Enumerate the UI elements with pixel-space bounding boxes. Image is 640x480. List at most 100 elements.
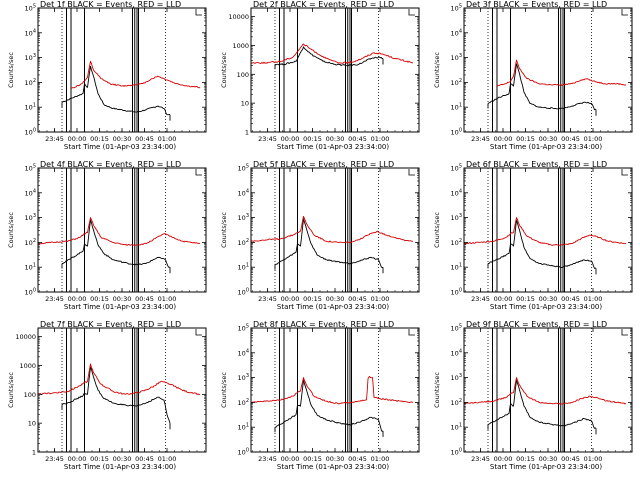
y-tick-label: 10000 [15, 333, 36, 341]
events-series-line [61, 65, 171, 121]
y-tick-label: 102 [25, 78, 36, 87]
y-tick-label: 100 [451, 128, 462, 137]
y-tick-label: 105 [238, 324, 249, 333]
y-axis-label: Counts/sec [7, 52, 15, 88]
events-series-line [487, 379, 597, 435]
y-tick-label: 103 [451, 373, 462, 382]
x-tick-label: 00:00 [281, 455, 300, 463]
events-series-line [61, 366, 171, 430]
y-tick-label: 104 [238, 188, 249, 197]
x-tick-label: 00:00 [68, 455, 87, 463]
y-tick-label: 103 [25, 53, 36, 62]
y-axis-label: Counts/sec [220, 52, 228, 88]
x-tick-label: 00:30 [326, 295, 345, 303]
y-tick-label: 101 [25, 263, 36, 272]
plot-frame [463, 167, 633, 293]
x-tick-label: 00:15 [303, 455, 322, 463]
x-tick-label: 23:45 [471, 295, 490, 303]
panel-title: Det 4f BLACK = Events, RED = LLD [40, 160, 181, 169]
y-tick-label: 100 [238, 448, 249, 457]
y-tick-label: 101 [451, 263, 462, 272]
x-tick-label: 01:00 [158, 455, 177, 463]
detector-panel-3: Det 3f BLACK = Events, RED = LLD 100 101 10… [433, 0, 633, 151]
x-tick-label: 01:00 [371, 295, 390, 303]
x-tick-label: 00:30 [326, 455, 345, 463]
legend-marker [621, 169, 628, 176]
y-tick-label: 100 [25, 128, 36, 137]
y-tick-label: 103 [25, 213, 36, 222]
y-axis-label: Counts/sec [433, 212, 441, 248]
legend-marker [195, 9, 202, 16]
x-tick-label: 23:45 [258, 455, 277, 463]
events-series-line [487, 219, 597, 275]
detector-panel-6: Det 6f BLACK = Events, RED = LLD 100 101 10… [433, 160, 633, 311]
panel-title: Det 1f BLACK = Events, RED = LLD [40, 0, 181, 9]
detector-panel-7: Det 7f BLACK = Events, RED = LLD 1 10 100 10… [7, 320, 207, 471]
x-tick-label: 00:15 [516, 295, 535, 303]
y-tick-label: 100 [238, 288, 249, 297]
y-axis-label: Counts/sec [220, 212, 228, 248]
y-axis-label: Counts/sec [433, 372, 441, 408]
lld-series-line [250, 43, 413, 64]
x-tick-label: 00:45 [135, 455, 154, 463]
plot-frame [250, 167, 420, 293]
x-tick-label: 00:30 [113, 135, 132, 143]
x-tick-label: 00:45 [135, 135, 154, 143]
events-series-line [61, 219, 171, 274]
legend-marker [195, 329, 202, 336]
events-series-line [487, 63, 597, 116]
x-tick-label: 00:15 [303, 135, 322, 143]
x-tick-label: 01:00 [158, 295, 177, 303]
y-tick-label: 105 [451, 324, 462, 333]
detector-panel-9: Det 9f BLACK = Events, RED = LLD 100 101 10… [433, 320, 633, 471]
x-tick-label: 00:15 [516, 135, 535, 143]
panel-title: Det 5f BLACK = Events, RED = LLD [253, 160, 394, 169]
x-tick-label: 00:15 [90, 455, 109, 463]
x-tick-label: 00:15 [90, 295, 109, 303]
y-tick-label: 100 [451, 288, 462, 297]
y-tick-label: 104 [25, 28, 36, 37]
y-tick-label: 105 [25, 4, 36, 13]
y-tick-label: 101 [451, 423, 462, 432]
x-tick-label: 00:45 [561, 135, 580, 143]
y-tick-label: 1 [32, 449, 36, 457]
x-tick-label: 00:00 [494, 135, 513, 143]
x-tick-label: 23:45 [258, 295, 277, 303]
legend-marker [621, 329, 628, 336]
x-tick-label: 00:30 [113, 455, 132, 463]
plot-frame [250, 327, 420, 453]
x-tick-label: 00:00 [281, 135, 300, 143]
plot-frame [37, 7, 207, 133]
x-tick-label: 00:30 [539, 295, 558, 303]
x-tick-label: 01:00 [371, 135, 390, 143]
x-tick-label: 01:00 [584, 135, 603, 143]
x-tick-label: 00:00 [494, 295, 513, 303]
y-axis-label: Counts/sec [7, 212, 15, 248]
y-tick-label: 100 [451, 448, 462, 457]
x-tick-label: 00:30 [539, 135, 558, 143]
lld-series-line [37, 363, 201, 396]
x-tick-label: 23:45 [471, 455, 490, 463]
x-tick-label: 00:15 [90, 135, 109, 143]
x-tick-label: 01:00 [584, 455, 603, 463]
plot-frame [37, 327, 207, 453]
panel-title: Det 3f BLACK = Events, RED = LLD [466, 0, 607, 9]
plot-frame [37, 167, 207, 293]
lld-series-line [70, 60, 201, 89]
x-tick-label: 00:00 [281, 295, 300, 303]
x-tick-label: 23:45 [45, 135, 64, 143]
y-tick-label: 104 [451, 188, 462, 197]
y-tick-label: 101 [238, 263, 249, 272]
y-tick-label: 103 [238, 213, 249, 222]
y-axis-label: Counts/sec [433, 52, 441, 88]
y-tick-label: 10 [28, 420, 36, 428]
detector-panel-8: Det 8f BLACK = Events, RED = LLD 100 101 10… [220, 320, 420, 471]
x-tick-label: 00:45 [561, 295, 580, 303]
y-tick-label: 10000 [228, 13, 249, 21]
legend-marker [408, 169, 415, 176]
y-tick-label: 102 [451, 398, 462, 407]
panel-title: Det 6f BLACK = Events, RED = LLD [466, 160, 607, 169]
x-tick-label: 00:15 [516, 455, 535, 463]
y-tick-label: 103 [238, 373, 249, 382]
